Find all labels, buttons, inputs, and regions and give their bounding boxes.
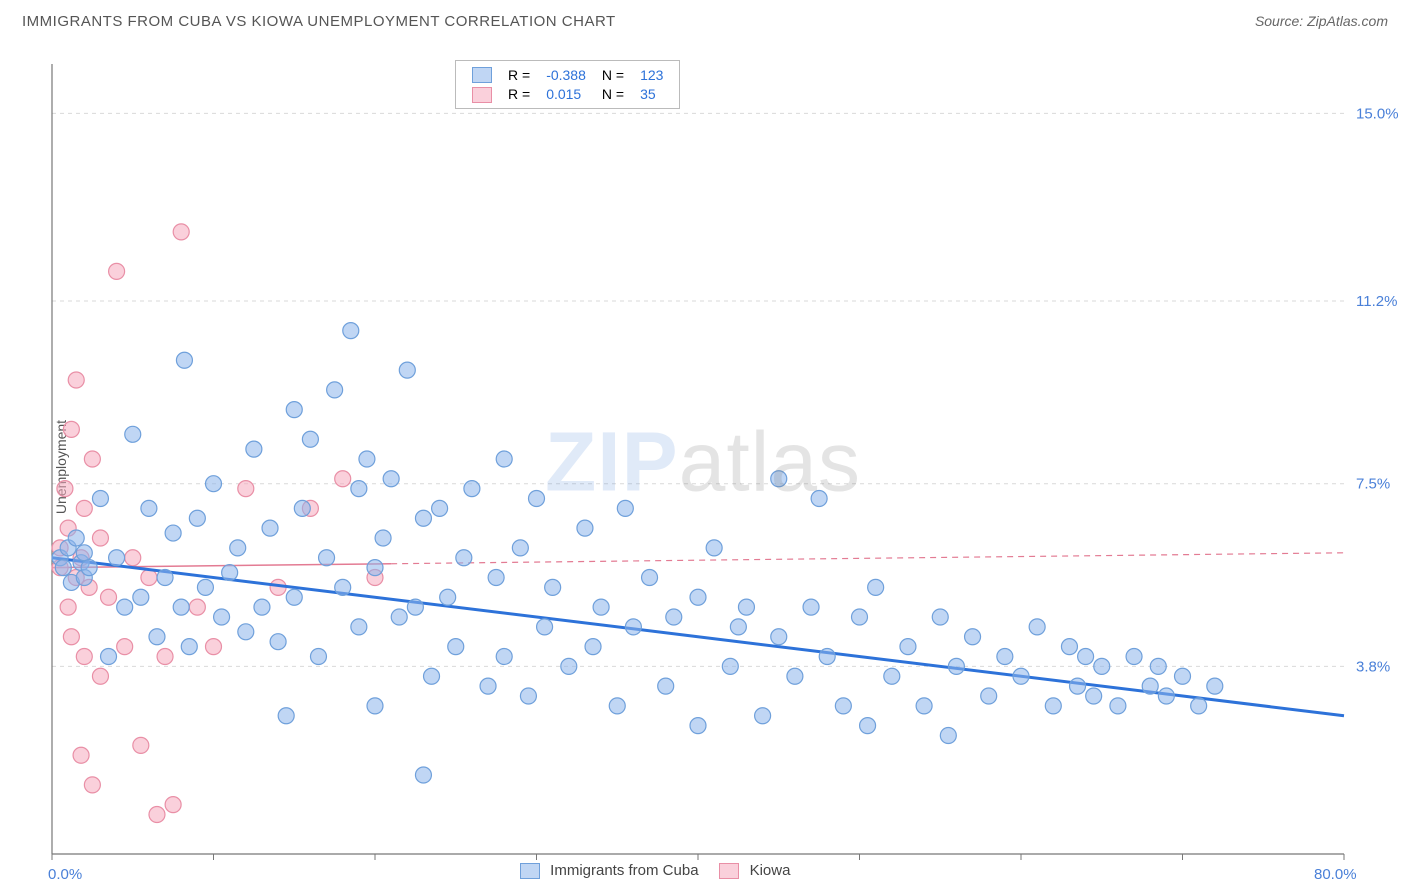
scatter-plot: 3.8% 7.5% 11.2% 15.0% xyxy=(0,42,1406,892)
x-min-label: 0.0% xyxy=(48,866,82,883)
cuba-r-value: -0.388 xyxy=(538,65,594,84)
svg-text:15.0%: 15.0% xyxy=(1356,105,1399,122)
cuba-swatch xyxy=(472,67,492,83)
svg-text:7.5%: 7.5% xyxy=(1356,476,1390,493)
kiowa-stats-row: R = 0.015 N = 35 xyxy=(464,84,671,103)
svg-text:3.8%: 3.8% xyxy=(1356,658,1390,675)
chart-title: IMMIGRANTS FROM CUBA VS KIOWA UNEMPLOYME… xyxy=(22,13,616,30)
cuba-legend-label: Immigrants from Cuba xyxy=(550,862,698,879)
svg-text:11.2%: 11.2% xyxy=(1356,293,1397,310)
cuba-legend-swatch xyxy=(520,863,540,879)
cuba-stats-row: R = -0.388 N = 123 xyxy=(464,65,671,84)
kiowa-legend-swatch xyxy=(719,863,739,879)
correlation-legend: R = -0.388 N = 123 R = 0.015 N = 35 xyxy=(455,60,680,109)
source-attribution: Source: ZipAtlas.com xyxy=(1255,13,1388,29)
kiowa-r-value: 0.015 xyxy=(538,84,594,103)
kiowa-n-value: 35 xyxy=(632,84,671,103)
x-max-label: 80.0% xyxy=(1314,866,1357,883)
kiowa-legend-label: Kiowa xyxy=(750,862,791,879)
chart-stage: Unemployment 3.8%7.5%11.2%15.0% ZIPatlas… xyxy=(0,42,1406,892)
cuba-n-value: 123 xyxy=(632,65,671,84)
kiowa-swatch xyxy=(472,87,492,103)
series-legend: Immigrants from Cuba Kiowa xyxy=(520,862,790,879)
